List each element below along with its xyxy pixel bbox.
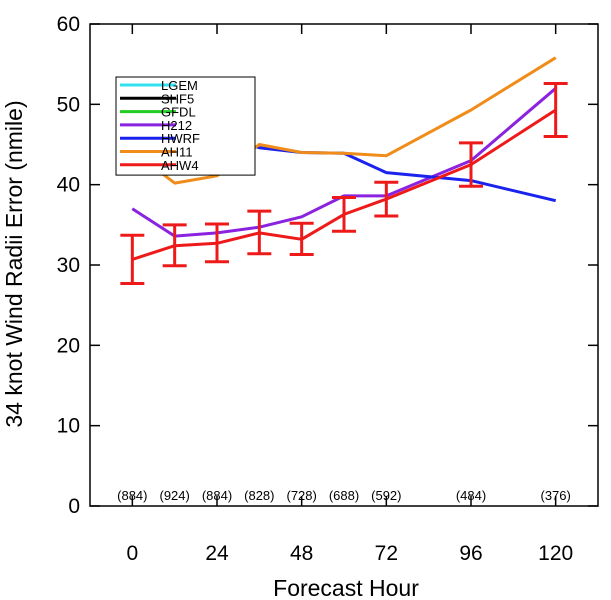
legend-label-h212: H212 [161, 118, 192, 133]
legend-label-ah11: AH11 [161, 145, 193, 160]
x-tick-label: 120 [538, 542, 573, 565]
error-bar-ahw4 [205, 222, 229, 264]
y-tick-label: 60 [57, 13, 80, 36]
series-line-h212 [131, 87, 557, 238]
error-bar-ahw4 [543, 81, 568, 138]
sample-count-label: (592) [371, 488, 401, 503]
x-tick-label: 0 [126, 542, 138, 565]
error-bar-ahw4 [459, 141, 483, 188]
legend-label-lgem: LGEM [161, 78, 198, 93]
sample-count-label: (728) [286, 488, 316, 503]
error-bar-ahw4 [162, 223, 187, 268]
y-tick-label: 20 [57, 334, 80, 357]
sample-count-label: (828) [244, 488, 274, 503]
error-bar-ahw4 [374, 180, 399, 218]
y-axis-title: 34 knot Wind Radii Error (nmile) [1, 100, 27, 427]
x-tick-label: 96 [459, 542, 482, 565]
x-tick-label: 48 [290, 542, 313, 565]
y-tick-label: 30 [57, 254, 80, 277]
legend-label-gfdl: GFDL [161, 105, 196, 120]
x-tick-label: 72 [375, 542, 398, 565]
error-bar-layer [120, 81, 568, 285]
y-tick-label: 40 [57, 174, 80, 197]
sample-count-label: (884) [202, 488, 232, 503]
y-tick-label: 50 [57, 93, 80, 116]
error-bar-ahw4 [332, 196, 356, 233]
series-line-ah11 [131, 56, 557, 185]
legend-label-ahw4: AHW4 [161, 158, 199, 173]
legend-label-hwrf: HWRF [161, 131, 200, 146]
x-axis-title: Forecast Hour [273, 575, 419, 600]
sample-count-label: (924) [159, 488, 189, 503]
error-bar-ahw4 [120, 233, 145, 285]
sample-count-label: (484) [456, 488, 486, 503]
y-tick-label: 10 [57, 415, 80, 438]
x-tick-label: 24 [205, 542, 229, 565]
sample-count-label: (376) [540, 488, 570, 503]
error-bar-ahw4 [247, 209, 272, 256]
error-bar-ahw4 [289, 221, 314, 257]
legend-label-shf5: SHF5 [161, 91, 194, 106]
axes-layer: 0 10 20 30 40 50 60 0 24 48 72 96 120 (884) (924) (884)… [57, 13, 599, 565]
y-tick-label: 0 [68, 495, 80, 518]
sample-count-label: (884) [117, 488, 147, 503]
sample-count-label: (688) [329, 488, 359, 503]
